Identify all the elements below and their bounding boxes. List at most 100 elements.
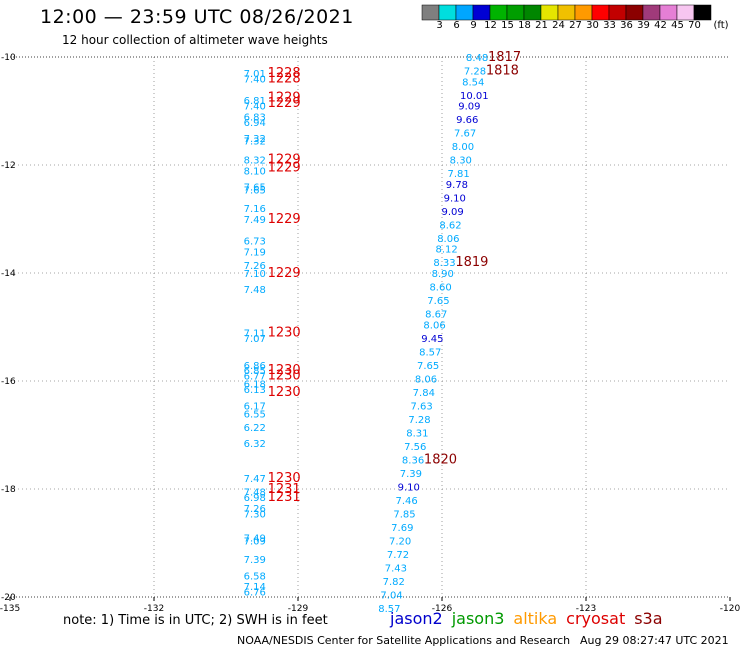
cryosat-pass-label: 1230 (268, 325, 301, 340)
y-tick-label: -18 (1, 485, 16, 495)
jason2-label: 9.10 (444, 193, 466, 204)
cryosat-pass-label: 1229 (268, 161, 301, 176)
color-scale-label: 15 (501, 20, 514, 31)
jason2-label: 7.81 (448, 169, 470, 180)
color-scale-label: 12 (484, 20, 497, 31)
cryosat-label: 7.10 (244, 269, 266, 280)
chart-marks: 7.017.406.817.406.836.947.327.328.328.10… (244, 50, 521, 615)
color-scale-label: 24 (552, 20, 565, 31)
jason2-label: 7.67 (454, 129, 476, 140)
cryosat-label: 7.48 (244, 488, 266, 499)
cryosat-label: 6.85 (244, 366, 266, 377)
cryosat-label: 8.10 (244, 166, 266, 177)
jason2-label: 8.67 (425, 310, 447, 321)
cryosat-label: 6.94 (244, 118, 266, 129)
footer-timestamp: Aug 29 08:27:47 UTC 2021 (580, 634, 729, 647)
jason2-label: 7.43 (385, 563, 407, 574)
jason2-label: 8.33 (433, 258, 455, 269)
jason2-pass-label: 1817 (488, 50, 521, 65)
color-scale-cell (557, 4, 576, 21)
cryosat-label: 6.77 (244, 372, 266, 383)
color-scale-label: 39 (637, 20, 650, 31)
color-scale-cell (608, 4, 627, 21)
x-tick-label: -129 (288, 604, 309, 614)
cryosat-pass-label: 1229 (268, 91, 301, 106)
jason2-label: 9.10 (398, 482, 420, 493)
chart-subtitle: 12 hour collection of altimeter wave hei… (62, 33, 328, 47)
color-scale-cell (574, 4, 593, 21)
jason2-label: 8.06 (423, 320, 445, 331)
satellite-legend: jason2 jason3 altika cryosat s3a (390, 609, 672, 628)
y-tick-label: -16 (1, 377, 16, 387)
y-tick-label: -12 (1, 161, 16, 171)
color-scale-unit: (ft) (713, 20, 729, 31)
color-scale-cell (693, 4, 712, 21)
chart-grid (10, 57, 730, 597)
jason2-label: 9.45 (421, 334, 443, 345)
y-tick-label: -20 (1, 593, 16, 603)
jason2-label: 7.56 (404, 442, 426, 453)
cryosat-label: 6.73 (244, 237, 266, 248)
jason2-label: 9.66 (456, 115, 478, 126)
cryosat-label: 7.19 (244, 247, 266, 258)
jason2-label: 8.57 (419, 347, 441, 358)
color-scale-cell (523, 4, 542, 21)
cryosat-label: 7.49 (244, 534, 266, 545)
jason2-label: 8.54 (462, 77, 484, 88)
jason2-pass-label: 1820 (424, 452, 457, 467)
jason2-label: 8.30 (450, 156, 472, 167)
legend-s3a: s3a (634, 609, 663, 628)
jason2-label: 7.69 (391, 523, 413, 534)
cryosat-label: 6.22 (244, 423, 266, 434)
jason2-label: 8.06 (415, 374, 437, 385)
jason2-label: 7.65 (417, 361, 439, 372)
color-scale-cell (625, 4, 644, 21)
jason2-label: 8.12 (435, 245, 457, 256)
cryosat-pass-label: 1229 (268, 212, 301, 227)
cryosat-label: 7.11 (244, 328, 266, 339)
jason2-label: 7.84 (413, 388, 435, 399)
cryosat-label: 7.30 (244, 509, 266, 520)
cryosat-label: 6.17 (244, 401, 266, 412)
cryosat-pass-label: 1229 (268, 266, 301, 281)
color-scale-cell (540, 4, 559, 21)
color-scale-cell (591, 4, 610, 21)
cryosat-pass-label: 1228 (268, 72, 301, 87)
color-scale-cell (438, 4, 457, 21)
color-scale-label: 30 (586, 20, 599, 31)
cryosat-pass-label: 1230 (268, 363, 301, 378)
jason2-label: 10.01 (460, 91, 489, 102)
cryosat-label: 6.98 (244, 493, 266, 504)
cryosat-label: 7.40 (244, 75, 266, 86)
jason2-label: 8.06 (437, 234, 459, 245)
legend-jason3: jason3 (451, 609, 505, 628)
jason2-pass-label: 1818 (486, 64, 519, 79)
jason2-label: 7.20 (389, 536, 411, 547)
color-scale-label: 45 (671, 20, 684, 31)
chart-title: 12:00 — 23:59 UTC 08/26/2021 (40, 6, 354, 28)
cryosat-label: 7.40 (244, 102, 266, 113)
jason2-label: 7.28 (408, 415, 430, 426)
footer-credit: NOAA/NESDIS Center for Satellite Applica… (237, 634, 571, 647)
cryosat-label: 6.83 (244, 112, 266, 123)
cryosat-pass-label: 1229 (268, 153, 301, 168)
chart-axes: -135 -132 -129 -126 -123 -120 -10 -12 -14 -16 -18 -… (0, 53, 740, 614)
cryosat-label: 7.47 (244, 474, 266, 485)
color-scale-label: 6 (453, 20, 460, 31)
cryosat-label: 6.58 (244, 571, 266, 582)
color-scale-bar (421, 4, 712, 21)
legend-cryosat: cryosat (566, 609, 626, 628)
jason2-label: 9.09 (458, 102, 480, 113)
color-scale-cell (506, 4, 525, 21)
color-scale-label: 3 (436, 20, 443, 31)
cryosat-pass-label: 1231 (268, 482, 301, 497)
cryosat-label: 7.48 (244, 285, 266, 296)
cryosat-label: 6.32 (244, 439, 266, 450)
cryosat-pass-label: 1228 (268, 66, 301, 81)
cryosat-label: 7.09 (244, 536, 266, 547)
jason2-label: 7.04 (380, 590, 402, 601)
cryosat-label: 7.26 (244, 261, 266, 272)
cryosat-label: 6.81 (244, 96, 266, 107)
jason2-label: 8.31 (406, 428, 428, 439)
cryosat-label: 7.01 (244, 69, 266, 80)
